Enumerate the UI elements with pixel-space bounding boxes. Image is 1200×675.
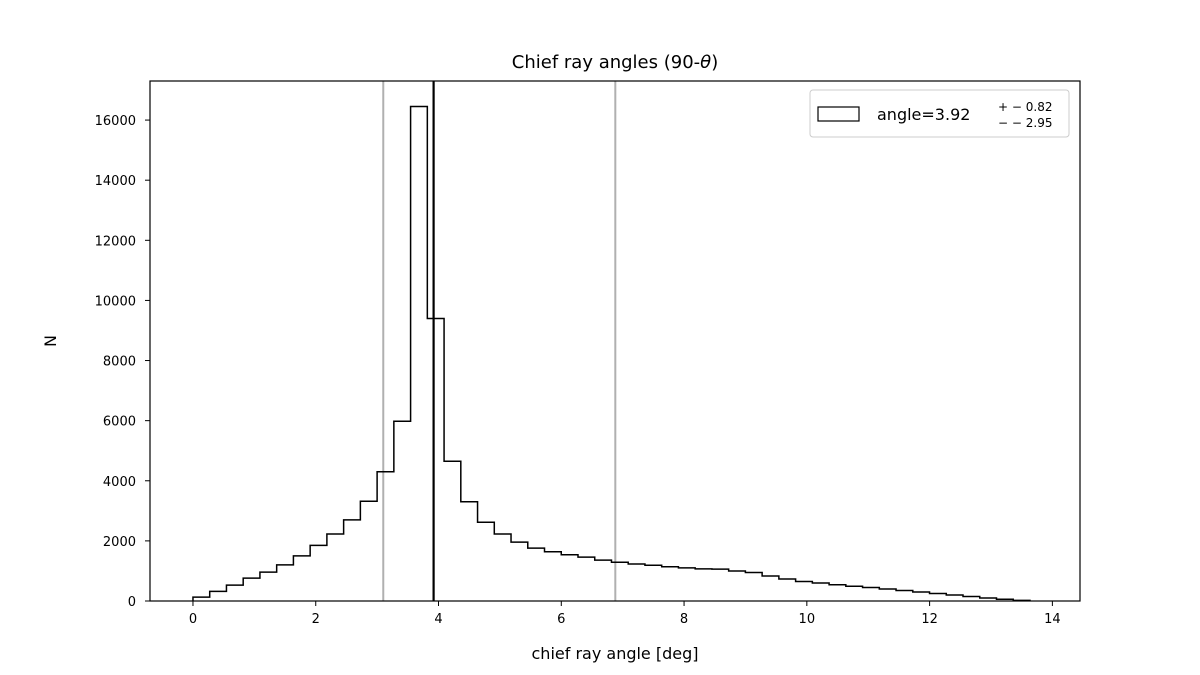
histogram-bin: [545, 552, 562, 601]
y-tick-label: 14000: [95, 174, 136, 189]
histogram-bin: [695, 569, 712, 601]
legend: angle=3.92 + − 0.82 − − 2.95: [809, 89, 1070, 138]
histogram-bin: [478, 522, 495, 601]
histogram-bin: [595, 560, 612, 601]
x-tick-label: 14: [1044, 612, 1061, 627]
histogram-bin: [812, 583, 829, 601]
histogram-bin: [611, 562, 628, 601]
histogram-bin: [344, 520, 361, 601]
legend-frame: [809, 89, 1070, 138]
x-tick-label: 12: [921, 612, 938, 627]
histogram-bin: [411, 107, 428, 601]
histogram-bin: [528, 548, 545, 601]
histogram-bin: [846, 586, 863, 601]
y-tick-label: 12000: [95, 234, 136, 249]
y-tick-label: 4000: [103, 475, 136, 490]
histogram-bin: [277, 565, 294, 601]
histogram-bin: [762, 576, 779, 601]
histogram-bin: [210, 591, 227, 601]
histogram-bin: [561, 555, 578, 601]
histogram-outline: [192, 105, 1031, 602]
histogram-bin: [427, 318, 444, 601]
histogram-bin: [511, 542, 528, 601]
histogram-bin: [729, 571, 746, 601]
histogram-bin: [745, 572, 762, 601]
y-tick-label: 10000: [95, 294, 136, 309]
histogram-bin: [310, 545, 327, 601]
histogram-bin: [712, 569, 729, 601]
x-tick-label: 8: [680, 612, 688, 627]
histogram-bin: [829, 585, 846, 601]
x-tick-label: 10: [799, 612, 816, 627]
legend-lower-error: − − 2.95: [998, 116, 1052, 130]
histogram-bin: [796, 581, 813, 601]
y-tick-label: 8000: [103, 355, 136, 370]
histogram-bin: [779, 579, 796, 601]
histogram-bin: [461, 502, 478, 601]
x-tick-label: 6: [557, 612, 565, 627]
y-tick-label: 6000: [103, 415, 136, 430]
histogram-bin: [628, 564, 645, 601]
histogram-bin: [963, 596, 980, 601]
histogram-bin: [243, 578, 260, 601]
axes-frame: [149, 80, 1081, 602]
histogram-bin: [946, 595, 963, 601]
histogram-bin: [896, 590, 913, 601]
histogram-bin: [863, 587, 880, 601]
histogram-bin: [578, 557, 595, 601]
histogram-bin: [327, 534, 344, 601]
x-tick-label: 0: [189, 612, 197, 627]
legend-upper-error: + − 0.82: [998, 100, 1052, 114]
histogram-bin: [662, 567, 679, 601]
histogram-bin: [360, 501, 377, 601]
legend-label: angle=3.92: [877, 105, 970, 124]
histogram-bin: [293, 556, 310, 601]
chart-title: Chief ray angles (90-θ): [512, 52, 718, 73]
histogram-bin: [444, 461, 461, 601]
y-tick-label: 16000: [95, 114, 136, 129]
histogram-bin: [394, 421, 411, 601]
y-tick-label: 0: [128, 595, 136, 610]
plot-area: 0 2 4 6 8 10 12 14 0 2000 4000 6000 8000 10000 12000 14…: [95, 81, 1061, 627]
histogram-bin: [678, 568, 695, 601]
histogram-bin: [879, 589, 896, 601]
histogram-bin: [377, 472, 394, 601]
legend-swatch: [817, 106, 860, 122]
x-axis-label: chief ray angle [deg]: [532, 644, 699, 663]
histogram-bin: [260, 572, 277, 601]
y-tick-label: 2000: [103, 535, 136, 550]
histogram-bin: [913, 592, 930, 601]
x-tick-label: 2: [312, 612, 320, 627]
histogram-bin: [494, 534, 511, 601]
histogram-bin: [645, 565, 662, 601]
histogram-bin: [226, 585, 243, 601]
y-axis-label: N: [41, 335, 60, 347]
x-tick-label: 4: [434, 612, 442, 627]
histogram-bin: [930, 593, 947, 601]
